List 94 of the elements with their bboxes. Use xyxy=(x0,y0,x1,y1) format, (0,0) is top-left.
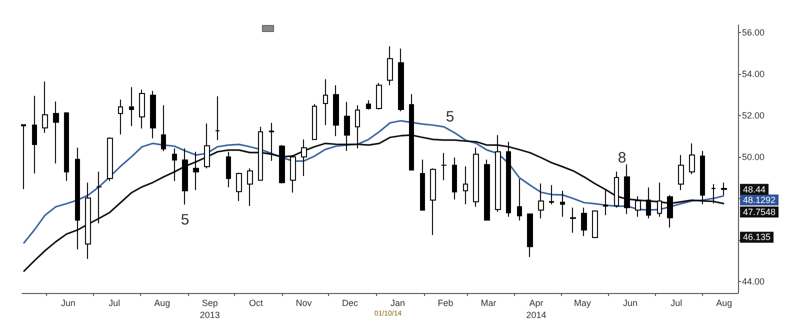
candlestick xyxy=(85,182,91,260)
text: 48.1292 xyxy=(743,195,776,205)
candlestick xyxy=(484,159,490,221)
candlestick xyxy=(689,142,695,175)
candlestick xyxy=(236,172,242,202)
annotation: 8 xyxy=(618,150,626,166)
y-tick-label: 54.00 xyxy=(742,68,765,79)
x-tick-label: Jan xyxy=(390,298,405,308)
line-series xyxy=(22,134,725,272)
x-tick-label: Mar xyxy=(480,298,496,308)
candlestick xyxy=(96,171,102,224)
candlestick xyxy=(441,152,447,181)
y-tick-label: 56.00 xyxy=(742,27,765,38)
candlestick xyxy=(646,186,651,219)
candlestick xyxy=(118,99,123,135)
x-tick-label: Oct xyxy=(249,298,264,308)
x-tick-label: Apr 2014 xyxy=(526,298,546,320)
candlestick xyxy=(398,48,404,112)
candlestick xyxy=(700,150,705,205)
x-tick-label: Jun xyxy=(622,298,638,308)
candlestick xyxy=(333,84,339,137)
candlestick xyxy=(614,171,619,208)
candlestick xyxy=(204,122,210,169)
annotation: 5 xyxy=(180,212,190,228)
candlestick xyxy=(527,212,533,258)
candlestick xyxy=(635,196,641,218)
candlestick xyxy=(517,178,522,221)
candlestick xyxy=(172,148,177,182)
candlestick xyxy=(42,81,48,134)
candlestick xyxy=(409,94,414,171)
candlestick xyxy=(75,147,80,250)
candlestick xyxy=(355,104,360,149)
candlestick xyxy=(624,164,630,215)
candlestick xyxy=(592,210,598,238)
x-tick-label: Dec xyxy=(342,298,358,308)
y-tick-label: 52.00 xyxy=(742,110,765,120)
candlestick xyxy=(495,134,501,212)
candlestick xyxy=(549,184,554,205)
candlestick xyxy=(678,154,684,191)
x-tick-label: Jul xyxy=(108,298,120,308)
candlestick xyxy=(603,190,608,216)
candlestick xyxy=(139,89,145,129)
candlestick xyxy=(344,101,350,152)
candlestick xyxy=(473,147,479,208)
y-tick-label: 44.00 xyxy=(742,276,765,287)
annotation: 5 xyxy=(446,108,454,126)
candlestick xyxy=(247,168,253,206)
text: 47.7548 xyxy=(743,207,776,217)
annotation: 48.44 xyxy=(743,184,766,194)
candlestick xyxy=(150,90,156,139)
candlestick xyxy=(452,157,457,200)
candlestick xyxy=(290,154,296,194)
candlestick xyxy=(667,194,673,228)
candlestick xyxy=(376,82,382,110)
candlestick xyxy=(506,141,511,218)
candlestick xyxy=(129,86,134,127)
candlestick xyxy=(560,190,565,218)
candlestick xyxy=(387,46,393,86)
candlestick xyxy=(258,126,263,181)
candlestick xyxy=(21,124,26,190)
x-tick-label: Jun xyxy=(60,298,76,308)
candlestick xyxy=(64,112,69,182)
candlestick xyxy=(420,159,425,212)
candlestick xyxy=(269,122,274,162)
candlestick xyxy=(226,151,231,188)
candlestick xyxy=(366,100,371,110)
candlestick xyxy=(193,151,199,191)
x-tick-label: Feb xyxy=(438,298,454,308)
annotation: 46.135 xyxy=(743,232,771,242)
candlestick xyxy=(32,95,37,174)
candlestick xyxy=(721,182,727,196)
candlestick xyxy=(711,184,716,204)
candlestick xyxy=(279,144,285,184)
candlestick xyxy=(657,182,662,218)
candlestick xyxy=(570,207,576,234)
candlestick xyxy=(53,100,59,164)
candlestick xyxy=(301,138,307,177)
candlestick xyxy=(312,104,317,140)
x-tick-label: Jul xyxy=(670,298,682,308)
candlestick xyxy=(463,166,468,205)
y-tick-label: 50.00 xyxy=(742,152,765,162)
x-tick-label: May xyxy=(574,298,592,308)
x-tick-label: Aug xyxy=(154,298,170,308)
candlestick xyxy=(161,104,166,152)
candlestick xyxy=(581,207,587,237)
candlestick xyxy=(430,168,436,236)
candlestick xyxy=(538,183,544,219)
candlestick xyxy=(323,78,328,126)
candlestick xyxy=(107,136,113,182)
candlestick xyxy=(215,96,220,141)
candlestick xyxy=(182,148,188,205)
x-tick-label: Aug xyxy=(716,298,732,308)
x-tick-label: Nov xyxy=(296,298,312,308)
x-tick-label: Sep 2013 xyxy=(200,298,220,320)
